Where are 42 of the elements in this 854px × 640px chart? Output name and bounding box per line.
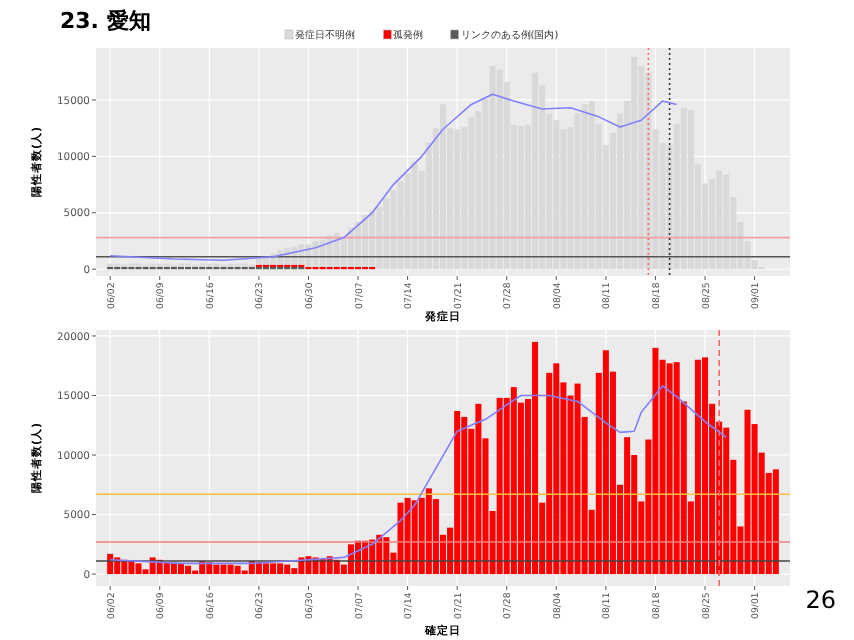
bar [475,403,482,575]
bar [404,497,411,575]
bar [411,500,418,575]
bar [624,437,631,575]
bar [723,427,730,575]
bar [185,565,192,575]
bar [744,409,751,575]
bar [177,563,184,575]
bar [277,563,284,575]
bar [496,397,503,575]
bar [227,564,234,575]
chart-title: 23. 愛知 [60,8,151,34]
bar [362,215,369,267]
bar [702,357,709,575]
bar [128,561,135,575]
bar [270,563,277,575]
bar [553,363,560,575]
line-series [109,93,678,261]
bar [532,341,539,575]
bar [284,564,291,575]
bar [510,387,517,575]
bar [673,362,680,575]
bar [369,210,376,267]
bar [461,416,468,575]
line-series [109,385,728,565]
bar [206,562,213,575]
bar [772,469,779,575]
bar [234,565,241,575]
bar [425,488,432,575]
bar [652,347,659,575]
bar [213,564,220,575]
text: 26 [805,586,836,614]
bar [602,350,609,575]
bar [574,383,581,575]
bar [170,563,177,575]
bar [262,563,269,575]
bar [666,363,673,575]
bar [454,410,461,575]
bar [220,564,227,575]
bar [255,259,262,265]
bar [135,563,142,575]
bar [694,359,701,575]
